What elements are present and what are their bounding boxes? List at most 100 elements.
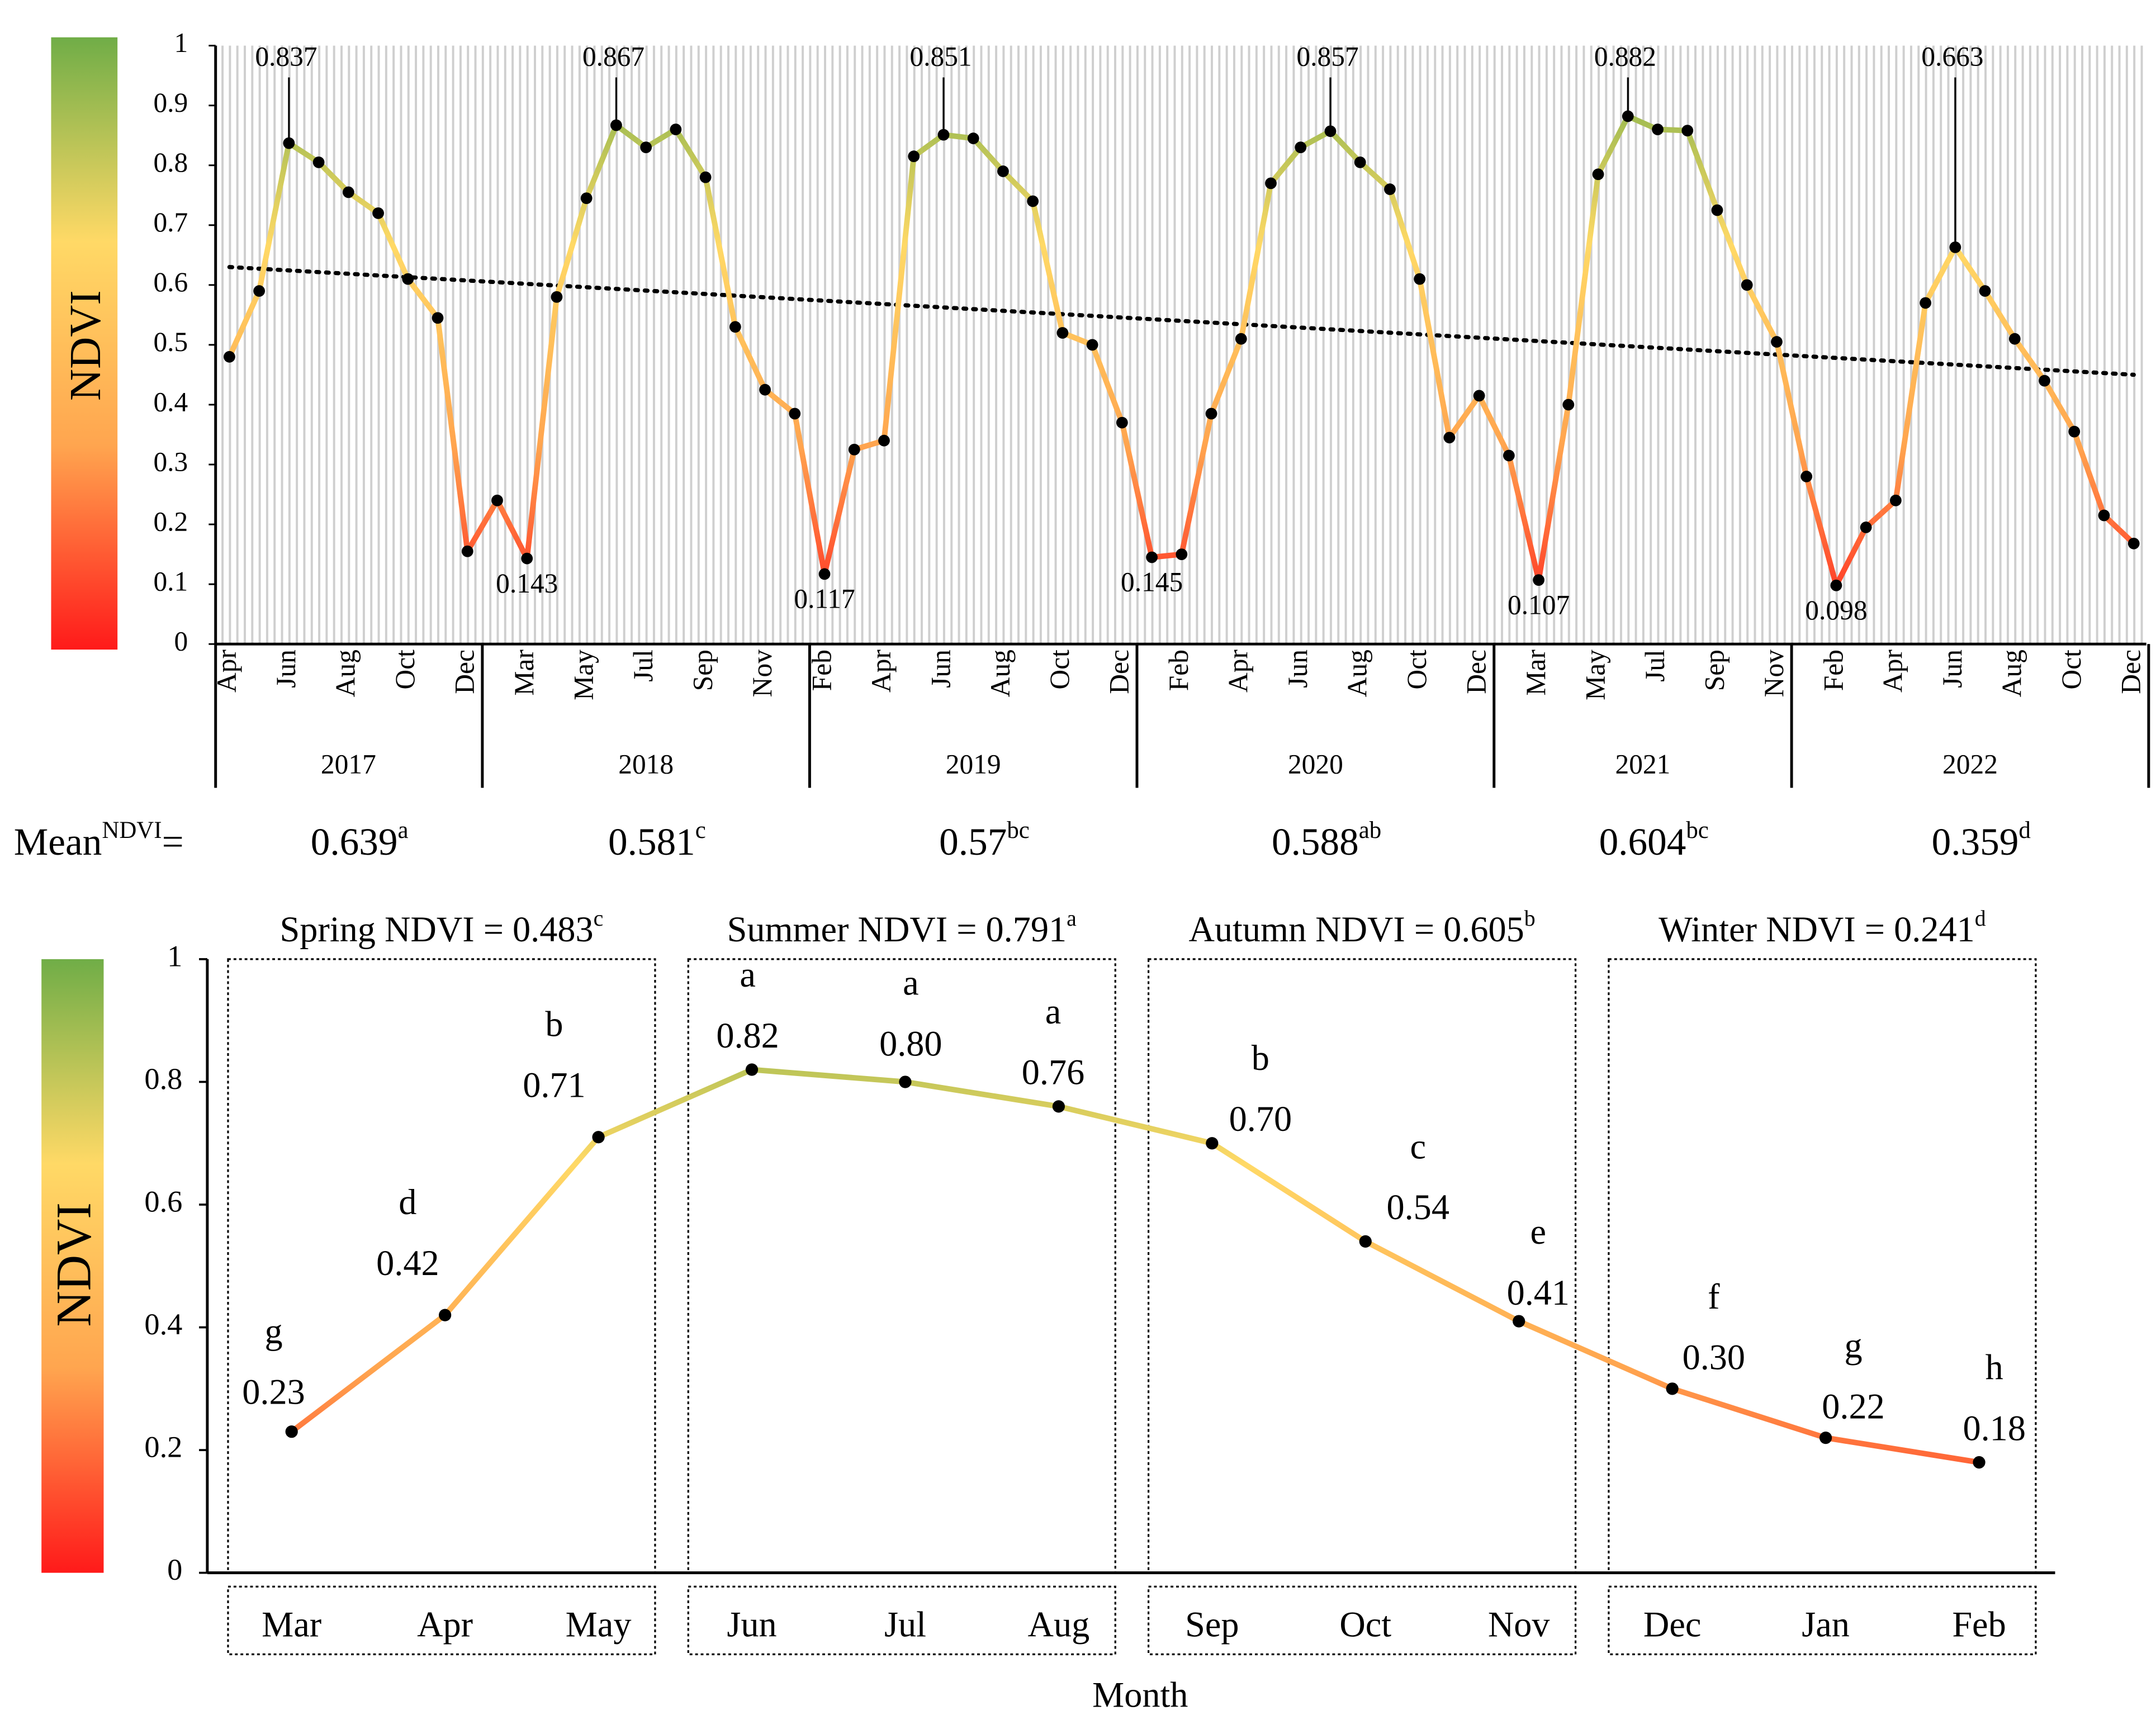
x-tick-label: Apr bbox=[1223, 650, 1254, 693]
x-tick-label: Jul bbox=[884, 1604, 926, 1644]
season-label: Spring NDVI = bbox=[280, 909, 513, 949]
value-label: 0.70 bbox=[1229, 1099, 1292, 1139]
x-tick-label: Jun bbox=[727, 1604, 776, 1644]
y-axis-label: NDVI bbox=[61, 290, 110, 401]
point bbox=[1324, 125, 1337, 138]
season-month-box bbox=[1608, 1585, 2037, 1656]
x-tick-label: Feb bbox=[1818, 650, 1849, 691]
y-tick-label: 0.5 bbox=[153, 326, 188, 357]
point bbox=[1265, 177, 1277, 189]
point bbox=[2098, 509, 2110, 522]
x-tick-label: Jul bbox=[628, 650, 658, 682]
colorbar bbox=[51, 37, 118, 650]
point bbox=[1771, 336, 1783, 348]
group-mean-value: 0.359 bbox=[1932, 820, 2019, 863]
value-label: 0.837 bbox=[255, 41, 317, 72]
point bbox=[1979, 285, 1991, 297]
x-tick-label: Nov bbox=[1488, 1604, 1551, 1644]
point bbox=[997, 165, 1009, 177]
y-tick-label: 0.7 bbox=[153, 207, 188, 238]
point bbox=[1359, 1235, 1372, 1248]
point bbox=[1443, 432, 1456, 444]
y-tick-label: 0.6 bbox=[144, 1184, 182, 1218]
season-value: 0.483 bbox=[513, 909, 594, 949]
point bbox=[1295, 141, 1307, 153]
significance-letter: b bbox=[545, 1004, 563, 1044]
point bbox=[1205, 408, 1217, 420]
point bbox=[2127, 537, 2140, 549]
point bbox=[283, 137, 295, 149]
point bbox=[372, 207, 384, 219]
season-letter: b bbox=[1524, 906, 1536, 931]
point bbox=[253, 285, 266, 297]
group-mean-letter: ab bbox=[1359, 818, 1382, 844]
group-mean-value: 0.581 bbox=[608, 820, 695, 863]
point bbox=[745, 1063, 759, 1076]
point bbox=[2068, 425, 2081, 438]
x-tick-label: Nov bbox=[1759, 650, 1789, 697]
significance-letter: h bbox=[1986, 1348, 2003, 1387]
season-value: 0.241 bbox=[1894, 909, 1975, 949]
point bbox=[1473, 390, 1485, 402]
value-label: 0.41 bbox=[1507, 1273, 1570, 1312]
significance-letter: a bbox=[740, 955, 756, 994]
x-tick-label: Jun bbox=[1937, 650, 1968, 688]
trend-line bbox=[227, 265, 2136, 377]
value-label: 0.117 bbox=[794, 584, 855, 614]
y-tick-label: 0.1 bbox=[153, 566, 188, 596]
y-tick-label: 0.4 bbox=[153, 386, 188, 417]
point bbox=[1354, 156, 1366, 168]
point bbox=[610, 119, 622, 131]
group-label: 2019 bbox=[946, 749, 1001, 780]
x-tick-label: Feb bbox=[1163, 650, 1194, 691]
group-mean-value: 0.588 bbox=[1272, 820, 1359, 863]
point bbox=[818, 568, 831, 580]
season-value: 0.605 bbox=[1443, 909, 1524, 949]
x-tick-label: Dec bbox=[1104, 650, 1135, 694]
x-tick-label: Aug bbox=[1997, 650, 2027, 697]
point bbox=[699, 171, 712, 183]
point bbox=[402, 273, 414, 285]
y-tick-label: 1 bbox=[174, 27, 188, 58]
point bbox=[1086, 339, 1098, 351]
season-title: Autumn NDVI = 0.605b bbox=[1188, 906, 1535, 949]
point bbox=[967, 132, 979, 144]
point bbox=[1652, 124, 1664, 135]
value-label: 0.145 bbox=[1121, 567, 1183, 598]
point bbox=[521, 552, 533, 565]
season-label: Summer NDVI = bbox=[727, 909, 986, 949]
x-axis-label: Month bbox=[1092, 1675, 1188, 1714]
x-tick-label: Sep bbox=[1185, 1604, 1239, 1644]
x-tick-label: Oct bbox=[390, 650, 420, 690]
x-tick-label: Apr bbox=[417, 1604, 473, 1644]
point bbox=[848, 443, 860, 456]
point bbox=[2008, 333, 2021, 345]
x-tick-label: Aug bbox=[330, 650, 361, 697]
group-mean-value: 0.604 bbox=[1599, 820, 1686, 863]
season-month-box bbox=[1147, 1585, 1577, 1656]
colorbar bbox=[41, 959, 104, 1573]
point bbox=[1513, 1315, 1525, 1328]
significance-letter: a bbox=[903, 963, 919, 1003]
significance-letter: d bbox=[399, 1182, 416, 1222]
mean-label-sup: NDVI bbox=[102, 818, 162, 844]
point bbox=[1503, 449, 1515, 462]
value-label: 0.42 bbox=[376, 1243, 439, 1283]
group-mean: 0.639a bbox=[311, 818, 409, 864]
group-mean: 0.359d bbox=[1932, 818, 2031, 864]
value-label: 0.76 bbox=[1022, 1053, 1084, 1092]
significance-letter: c bbox=[1410, 1126, 1426, 1166]
season-month-box bbox=[227, 1585, 656, 1656]
season-label: Autumn NDVI = bbox=[1188, 909, 1443, 949]
season-box bbox=[1608, 958, 2037, 1574]
x-tick-label: Jun bbox=[271, 650, 301, 688]
point bbox=[878, 434, 890, 447]
point bbox=[1681, 125, 1694, 137]
point bbox=[1666, 1382, 1679, 1395]
point bbox=[432, 312, 444, 324]
season-value: 0.791 bbox=[986, 909, 1067, 949]
point bbox=[1622, 110, 1634, 122]
point bbox=[1949, 241, 1961, 253]
group-label: 2018 bbox=[618, 749, 674, 780]
